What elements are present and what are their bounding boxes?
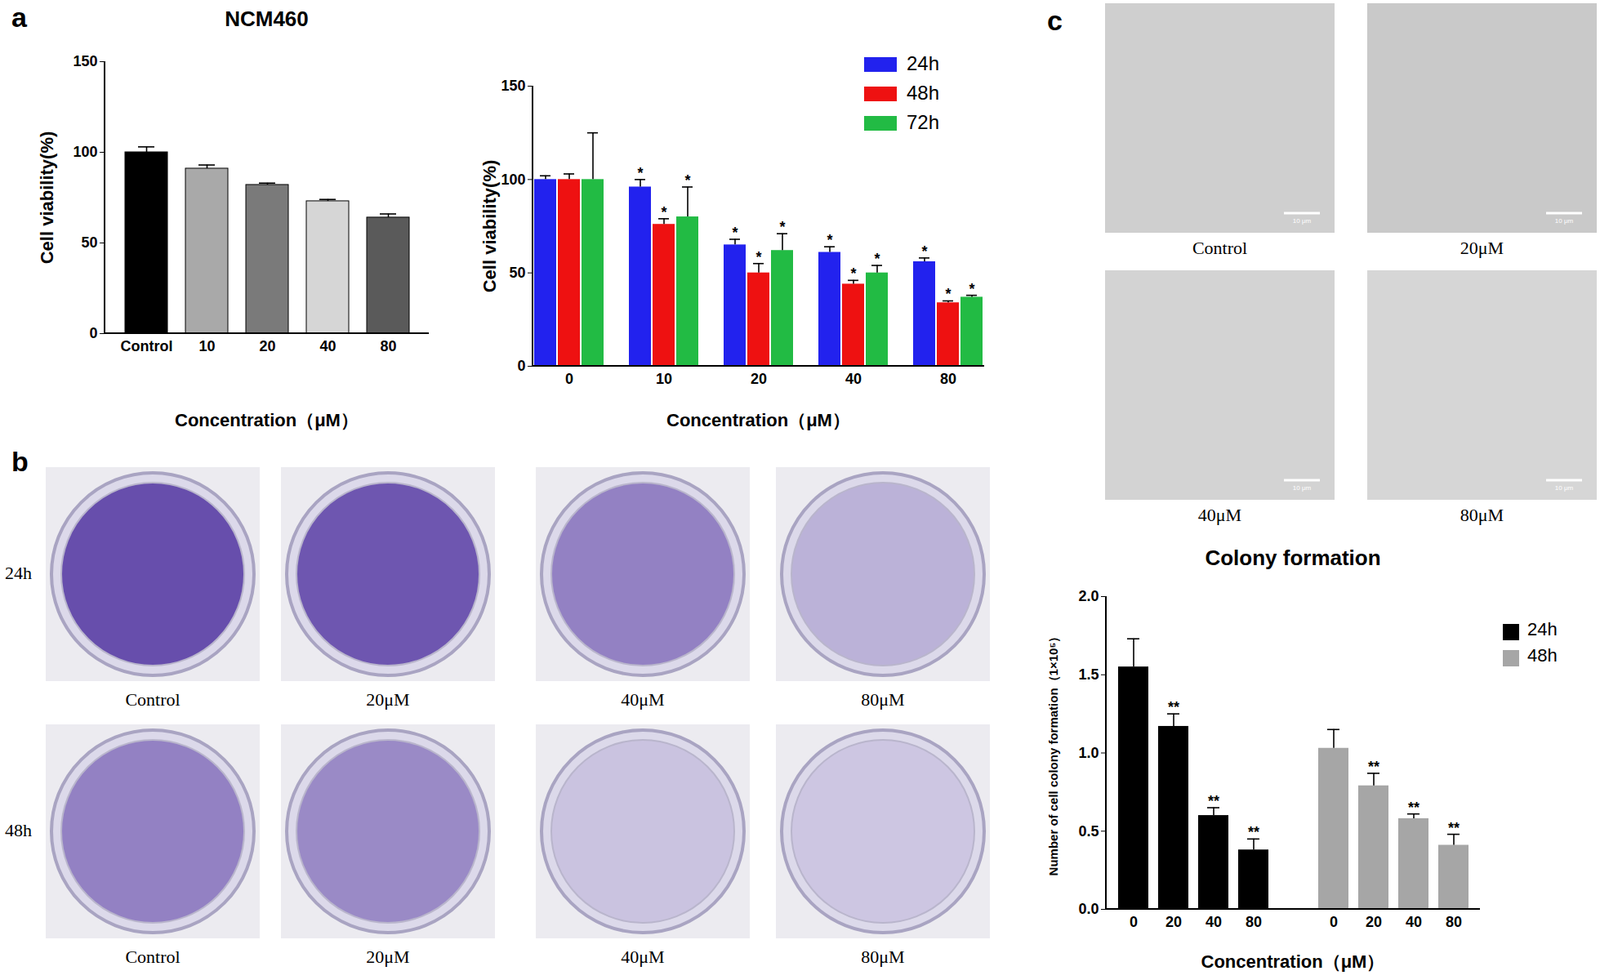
svg-text:*: *: [731, 224, 738, 241]
svg-text:150: 150: [500, 77, 526, 94]
html-text:40μM: 40μM: [1197, 504, 1242, 526]
html-text:48h: 48h: [1527, 645, 1558, 666]
html-text:Concentration（μM）: Concentration（μM）: [1201, 951, 1385, 972]
svg-text:50: 50: [508, 264, 526, 281]
svg-text:40: 40: [845, 370, 862, 388]
svg-text:80: 80: [1445, 913, 1462, 931]
html-text:48h: 48h: [4, 820, 32, 841]
svg-text:**: **: [1207, 793, 1220, 810]
svg-text:*: *: [921, 243, 928, 260]
svg-text:100: 100: [72, 143, 98, 161]
svg-text:10 μm: 10 μm: [1292, 217, 1312, 225]
svg-text:10 μm: 10 μm: [1555, 484, 1574, 492]
html-text:20μM: 20μM: [366, 946, 410, 968]
svg-text:*: *: [684, 172, 691, 189]
html-text:Number of cell colony formatio: Number of cell colony formation（1×10⁵）: [1045, 629, 1060, 876]
svg-text:*: *: [873, 250, 880, 268]
svg-text:80: 80: [940, 370, 957, 388]
svg-text:2.0: 2.0: [1078, 588, 1099, 605]
svg-text:20: 20: [1365, 913, 1382, 931]
svg-text:0: 0: [565, 370, 574, 388]
svg-text:40: 40: [319, 338, 336, 355]
svg-text:*: *: [779, 218, 785, 236]
svg-text:80: 80: [1245, 913, 1262, 931]
html-text:80μM: 80μM: [1460, 504, 1504, 526]
html-text:24h: 24h: [906, 52, 940, 75]
svg-text:20: 20: [1165, 913, 1182, 931]
svg-text:10: 10: [655, 370, 673, 388]
svg-text:*: *: [755, 249, 762, 266]
svg-text:40: 40: [1205, 913, 1222, 931]
svg-text:*: *: [944, 285, 951, 303]
html-text:24h: 24h: [1527, 619, 1558, 640]
html-text:Control: Control: [125, 946, 181, 968]
svg-text:1.0: 1.0: [1078, 744, 1099, 762]
html-text:a: a: [11, 1, 27, 33]
html-text:Control: Control: [125, 689, 181, 710]
svg-text:**: **: [1368, 758, 1380, 776]
svg-text:*: *: [826, 231, 833, 249]
svg-text:*: *: [637, 164, 643, 182]
svg-text:*: *: [850, 265, 856, 282]
svg-text:**: **: [1448, 820, 1460, 837]
svg-text:20: 20: [750, 370, 767, 388]
html-text:40μM: 40μM: [620, 946, 665, 968]
html-text:24h: 24h: [4, 562, 32, 584]
svg-text:1.5: 1.5: [1078, 666, 1099, 683]
svg-text:**: **: [1247, 824, 1260, 841]
svg-text:*: *: [660, 204, 667, 221]
html-text:Concentration（μM）: Concentration（μM）: [174, 410, 359, 431]
html-text:20μM: 20μM: [366, 689, 410, 710]
html-text:20μM: 20μM: [1460, 237, 1504, 259]
svg-text:10 μm: 10 μm: [1555, 217, 1574, 225]
html-text:72h: 72h: [906, 111, 940, 134]
html-text:NCM460: NCM460: [224, 6, 309, 32]
svg-text:0: 0: [1129, 913, 1138, 931]
svg-text:50: 50: [80, 234, 98, 251]
svg-text:0.0: 0.0: [1078, 900, 1099, 918]
svg-text:Control: Control: [120, 338, 174, 355]
svg-text:0.5: 0.5: [1078, 823, 1099, 840]
html-text:Cell viability(%): Cell viability(%): [479, 159, 500, 293]
html-text:b: b: [11, 445, 29, 477]
html-text:Control: Control: [1192, 237, 1248, 259]
svg-text:0: 0: [89, 325, 98, 342]
svg-text:**: **: [1167, 699, 1180, 716]
svg-text:40: 40: [1405, 913, 1422, 931]
svg-text:10: 10: [198, 338, 215, 355]
svg-text:**: **: [1408, 799, 1420, 816]
svg-text:0: 0: [1329, 913, 1338, 931]
svg-text:150: 150: [72, 53, 98, 70]
svg-text:100: 100: [500, 171, 526, 188]
html-text:48h: 48h: [906, 81, 940, 104]
html-text:40μM: 40μM: [620, 689, 665, 710]
svg-text:10 μm: 10 μm: [1292, 484, 1312, 492]
html-text:Colony formation: Colony formation: [1205, 545, 1381, 571]
html-text:Cell viability(%): Cell viability(%): [36, 130, 58, 264]
html-text:80μM: 80μM: [861, 946, 905, 968]
svg-text:80: 80: [379, 338, 397, 355]
svg-text:0: 0: [516, 357, 526, 375]
html-text:Concentration（μM）: Concentration（μM）: [666, 410, 851, 431]
html-text:c: c: [1047, 4, 1063, 36]
svg-text:20: 20: [258, 338, 276, 355]
html-text:80μM: 80μM: [861, 689, 905, 710]
svg-text:*: *: [968, 280, 975, 298]
